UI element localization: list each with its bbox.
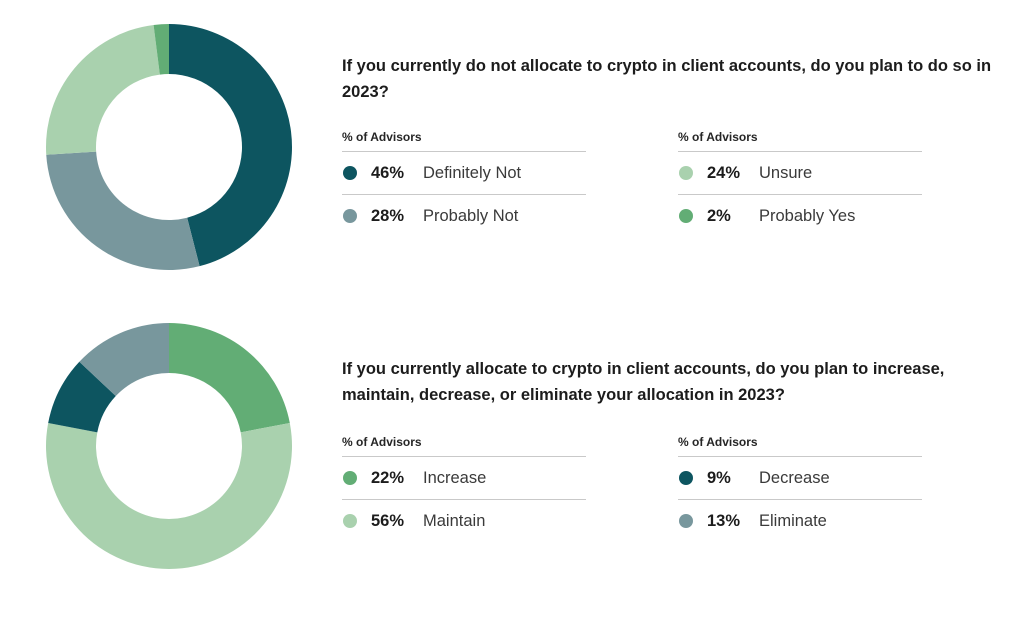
chart-2-panel: If you currently allocate to crypto in c… <box>342 356 1002 554</box>
legend-item-definitely-not: 46% Definitely Not <box>342 152 586 195</box>
chart-2-question: If you currently allocate to crypto in c… <box>342 360 945 404</box>
legend-label: Definitely Not <box>423 163 522 182</box>
legend-dot <box>679 166 693 180</box>
donut-slice-decrease <box>48 361 116 433</box>
chart-1-panel: If you currently do not allocate to cryp… <box>342 53 1002 249</box>
legend-dot <box>343 209 357 223</box>
donut-slice-definitely-not <box>169 24 292 267</box>
chart-1-legend-col-right: % of Advisors 24% Unsure 2% Probably Yes <box>678 129 922 237</box>
chart-1-question: If you currently do not allocate to cryp… <box>342 57 992 101</box>
chart-1-legend: % of Advisors 46% Definitely Not 28% Pro… <box>342 129 1002 249</box>
chart-2-legend-col-right: % of Advisors 9% Decrease 13% Eliminate <box>678 434 922 542</box>
legend-dot <box>679 209 693 223</box>
donut-chart-2-svg <box>45 323 292 569</box>
legend-label: Maintain <box>423 511 486 530</box>
legend-item-increase: 22% Increase <box>342 457 586 500</box>
donut-chart-2 <box>44 321 294 571</box>
legend-divider <box>678 151 922 152</box>
legend-item-maintain: 56% Maintain <box>342 500 586 542</box>
donut-slice-eliminate <box>79 323 169 397</box>
legend-header: % of Advisors <box>678 435 758 449</box>
donut-slice-increase <box>169 323 290 433</box>
legend-item-decrease: 9% Decrease <box>678 457 922 500</box>
legend-item-unsure: 24% Unsure <box>678 152 922 195</box>
donut-chart-1-svg <box>45 24 292 270</box>
legend-divider <box>342 151 586 152</box>
legend-dot <box>343 514 357 528</box>
legend-dot <box>343 166 357 180</box>
donut-slice-maintain <box>45 422 292 569</box>
donut-chart-1 <box>44 22 294 272</box>
legend-label: Decrease <box>759 468 830 487</box>
legend-value: 13% <box>707 511 741 530</box>
legend-value: 22% <box>371 468 405 487</box>
legend-value: 56% <box>371 511 405 530</box>
legend-value: 9% <box>707 468 731 487</box>
legend-label: Unsure <box>759 163 813 182</box>
legend-value: 24% <box>707 163 741 182</box>
legend-dot <box>679 514 693 528</box>
legend-label: Eliminate <box>759 511 827 530</box>
legend-header: % of Advisors <box>342 435 422 449</box>
chart-2-legend-col-left: % of Advisors 22% Increase 56% Maintain <box>342 434 586 542</box>
donut-slice-probably-not <box>46 151 200 270</box>
chart-2-legend: % of Advisors 22% Increase 56% Maintain … <box>342 434 1002 554</box>
legend-item-probably-yes: 2% Probably Yes <box>678 195 922 237</box>
chart-1-legend-col-left: % of Advisors 46% Definitely Not 28% Pro… <box>342 129 586 237</box>
donut-slice-probably-yes <box>153 24 169 75</box>
legend-label: Probably Not <box>423 206 519 225</box>
legend-label: Increase <box>423 468 487 487</box>
legend-item-probably-not: 28% Probably Not <box>342 195 586 237</box>
legend-divider <box>342 456 586 457</box>
legend-value: 46% <box>371 163 405 182</box>
legend-divider <box>678 456 922 457</box>
legend-value: 28% <box>371 206 405 225</box>
donut-slice-unsure <box>45 24 160 155</box>
legend-header: % of Advisors <box>342 130 422 144</box>
legend-dot <box>679 471 693 485</box>
legend-header: % of Advisors <box>678 130 758 144</box>
legend-item-eliminate: 13% Eliminate <box>678 500 922 542</box>
legend-label: Probably Yes <box>759 206 856 225</box>
legend-dot <box>343 471 357 485</box>
legend-value: 2% <box>707 206 731 225</box>
